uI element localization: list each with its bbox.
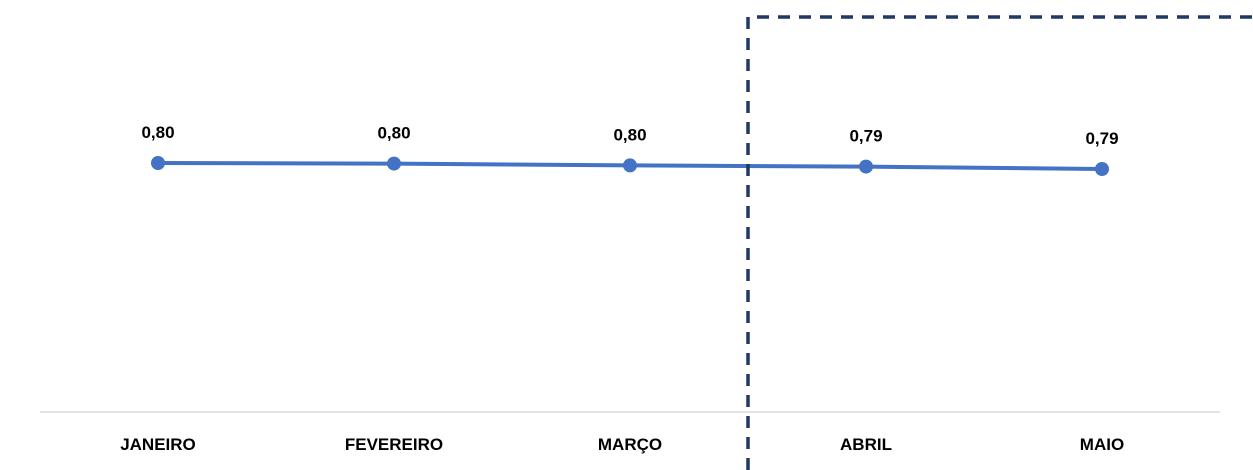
highlight-region-box: [746, 15, 1253, 470]
data-point-março: [623, 158, 637, 173]
data-label-abril: 0,79: [849, 127, 882, 146]
data-label-janeiro: 0,80: [141, 123, 174, 142]
data-points: [151, 156, 1109, 176]
category-label-4: MAIO: [1080, 435, 1124, 454]
data-labels: 0,80 0,80 0,80 0,79 0,79: [141, 123, 1118, 148]
data-point-janeiro: [151, 156, 165, 170]
data-label-fevereiro: 0,80: [377, 124, 410, 143]
data-label-maio: 0,79: [1085, 129, 1118, 148]
category-labels: JANEIRO FEVEREIRO MARÇO ABRIL MAIO: [120, 435, 1124, 454]
data-point-maio: [1095, 162, 1109, 176]
category-label-0: JANEIRO: [120, 435, 196, 454]
category-label-3: ABRIL: [840, 435, 892, 454]
category-label-2: MARÇO: [598, 435, 662, 454]
data-point-fevereiro: [387, 156, 401, 171]
category-label-1: FEVEREIRO: [345, 435, 443, 454]
data-label-março: 0,80: [613, 125, 646, 144]
data-point-abril: [859, 159, 873, 174]
